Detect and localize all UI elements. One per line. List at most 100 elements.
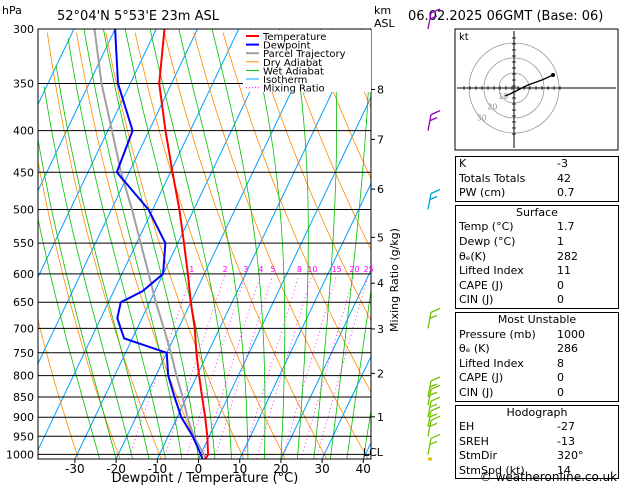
index-value: -3 (557, 157, 568, 170)
index-label: EH (459, 420, 475, 434)
hodograph-endpoint (551, 73, 555, 77)
dry-adiabat (310, 32, 371, 180)
wind-barb-flag (429, 440, 438, 446)
mixing-ratio-lines (128, 275, 369, 459)
index-label: θₑ (K) (459, 342, 490, 356)
index-value: 42 (557, 171, 571, 185)
wind-barb (427, 420, 432, 437)
index-value: 286 (557, 342, 578, 356)
index-row: Lifted Index 8 (456, 357, 619, 372)
legend-entry: Wet Adiabat (263, 66, 324, 77)
dry-adiabat (105, 32, 245, 459)
wind-barb-flag (430, 415, 441, 421)
mixing-ratio-line (300, 275, 355, 459)
index-label: SREH (459, 434, 489, 448)
dewpoint-line (114, 29, 204, 459)
wind-barb (427, 114, 432, 131)
index-label: PW (cm) (459, 186, 506, 200)
wet-adiabat (38, 137, 117, 459)
index-label: Lifted Index (459, 356, 524, 370)
index-value: 0.7 (557, 186, 575, 200)
temperature-axis: -30 -20 -10 0 10 20 30 40 (65, 459, 371, 476)
temperature-tick-label: 30 (314, 462, 329, 476)
index-value: 11 (557, 264, 571, 278)
dry-adiabat (134, 32, 286, 459)
wet-adiabat (329, 29, 371, 459)
index-value: 282 (557, 249, 578, 263)
pressure-tick-label: 850 (13, 391, 34, 404)
mixing-ratio-label: 2 (223, 265, 228, 274)
pressure-tick-label: 750 (13, 347, 34, 360)
wind-barb-flag (429, 422, 438, 427)
index-value: 8 (557, 356, 564, 370)
wind-barb (427, 410, 432, 428)
index-row: EH -27 (456, 420, 619, 435)
index-row: CIN (J) 0 (456, 386, 619, 401)
index-row: K -3 (456, 157, 619, 172)
legend-entry: Mixing Ratio (263, 84, 325, 95)
wind-barb (427, 401, 432, 418)
unstable-title: Most Unstable (497, 312, 577, 326)
wind-barb-flag (429, 15, 438, 20)
index-row: StmSpd (kt) 14 (456, 464, 619, 479)
mixing-ratio-line (185, 275, 246, 459)
plot-frame (37, 28, 372, 460)
wet-adiabat (83, 29, 183, 459)
mixing-ratio-label: 8 (297, 265, 302, 274)
index-label: Totals Totals (459, 171, 526, 185)
height-tick-label: 6 (377, 183, 384, 196)
isotherm (38, 29, 75, 106)
pressure-tick-label: 800 (13, 370, 34, 383)
legend-entry: Dewpoint (263, 41, 311, 52)
isotherm (38, 29, 240, 452)
wet-adiabat (103, 29, 199, 459)
index-label: Lifted Index (459, 264, 524, 278)
wind-barb-flag (430, 406, 441, 412)
index-label: CAPE (J) (459, 371, 504, 385)
x-axis-label: Dewpoint / Temperature (°C) (112, 471, 299, 486)
pressure-tick-label: 650 (13, 296, 34, 309)
pressure-tick-label: 300 (13, 23, 34, 36)
dry-adiabat-lines (38, 32, 371, 459)
wind-barb (427, 193, 432, 210)
mixing-ratio-line (242, 275, 300, 459)
index-row: PW (cm) 0.7 (456, 186, 619, 201)
legend-entry: Isotherm (263, 75, 307, 86)
height-tick-label: 2 (377, 367, 384, 380)
legend-entry: Temperature (262, 32, 326, 43)
index-row: Temp (°C) 1.7 (456, 220, 619, 235)
index-row: Pressure (mb) 1000 (456, 328, 619, 343)
height-tick-label: 1 (377, 411, 384, 424)
index-label: Dewp (°C) (459, 234, 516, 248)
hodograph-unit: kt (459, 32, 469, 43)
isobar-lines (38, 29, 371, 455)
index-row: CIN (J) 0 (456, 293, 619, 308)
height-tick-label: 4 (377, 277, 384, 290)
index-row: Dewp (°C) 1 (456, 235, 619, 250)
index-label: StmDir (459, 449, 498, 463)
wind-barb-flag (430, 8, 441, 14)
index-row: StmDir 320° (456, 449, 619, 464)
hodograph-ring-label: 20 (487, 103, 497, 112)
index-label: K (459, 157, 467, 170)
indices-top: K -3 Totals Totals 42 PW (cm) 0.7 (455, 156, 619, 202)
wet-adiabat (313, 29, 338, 459)
height-tick-label: 7 (377, 133, 384, 146)
height-tick-label: 3 (377, 323, 384, 336)
mixing-ratio-label: 5 (270, 265, 275, 274)
temperature-tick-label: -30 (65, 462, 85, 476)
hodograph-ring-label: 30 (477, 113, 487, 122)
index-label: Pressure (mb) (459, 327, 536, 341)
dry-adiabat (164, 32, 328, 459)
isotherm (38, 29, 157, 279)
lcl-label: LCL (363, 446, 384, 459)
index-value: 1 (557, 234, 564, 248)
temperature-tick-label: -10 (147, 462, 167, 476)
mixing-ratio-label: 1 (189, 265, 194, 274)
wind-barb-flag (429, 413, 438, 418)
wet-adiabat (249, 29, 286, 459)
temperature-line (158, 29, 210, 459)
wind-barb-flag (430, 307, 441, 313)
legend-entry: Dry Adiabat (263, 58, 322, 69)
